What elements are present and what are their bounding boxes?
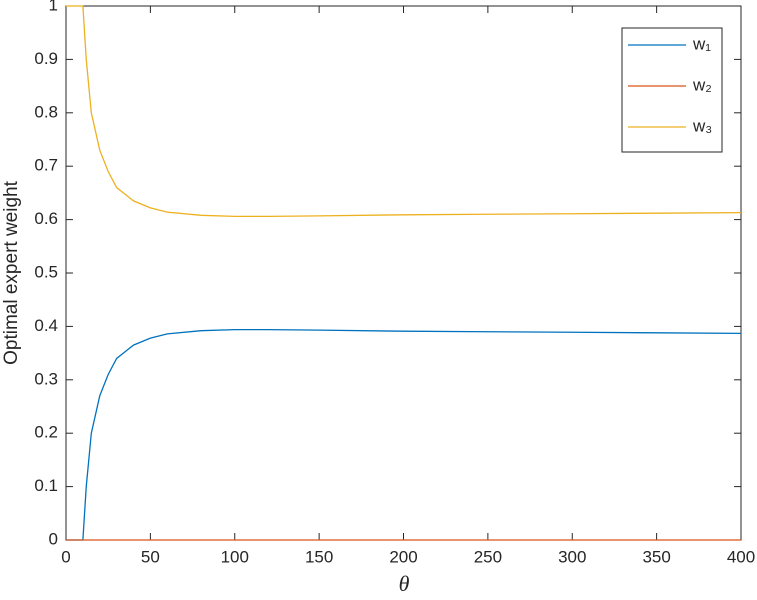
x-tick-label: 100 bbox=[221, 547, 249, 566]
legend-label: w₃ bbox=[692, 116, 712, 135]
x-tick-label: 300 bbox=[558, 547, 586, 566]
y-tick-label: 0.9 bbox=[34, 49, 58, 68]
y-tick-label: 0 bbox=[49, 529, 58, 548]
y-tick-label: 0.6 bbox=[34, 209, 58, 228]
x-tick-label: 50 bbox=[141, 547, 160, 566]
x-tick-label: 400 bbox=[727, 547, 755, 566]
x-tick-label: 150 bbox=[305, 547, 333, 566]
x-tick-label: 250 bbox=[474, 547, 502, 566]
y-tick-label: 1 bbox=[49, 0, 58, 14]
x-tick-label: 200 bbox=[389, 547, 417, 566]
x-tick-label: 350 bbox=[642, 547, 670, 566]
legend-label: w₁ bbox=[692, 34, 711, 53]
y-axis-label: Optimal expert weight bbox=[1, 180, 22, 364]
legend-box bbox=[621, 27, 723, 153]
legend-label: w₂ bbox=[692, 75, 712, 94]
data-line bbox=[66, 5, 742, 218]
y-tick-label: 0.2 bbox=[34, 423, 58, 442]
y-tick-label: 0.8 bbox=[34, 102, 58, 121]
x-tick-label: 0 bbox=[61, 547, 70, 566]
data-line bbox=[66, 328, 742, 541]
y-tick-label: 0.7 bbox=[34, 156, 58, 175]
y-tick-label: 0.3 bbox=[34, 369, 58, 388]
y-tick-label: 0.1 bbox=[34, 476, 58, 495]
y-tick-label: 0.5 bbox=[34, 262, 58, 281]
y-tick-label: 0.4 bbox=[34, 316, 58, 335]
x-axis-label: θ bbox=[399, 571, 410, 596]
